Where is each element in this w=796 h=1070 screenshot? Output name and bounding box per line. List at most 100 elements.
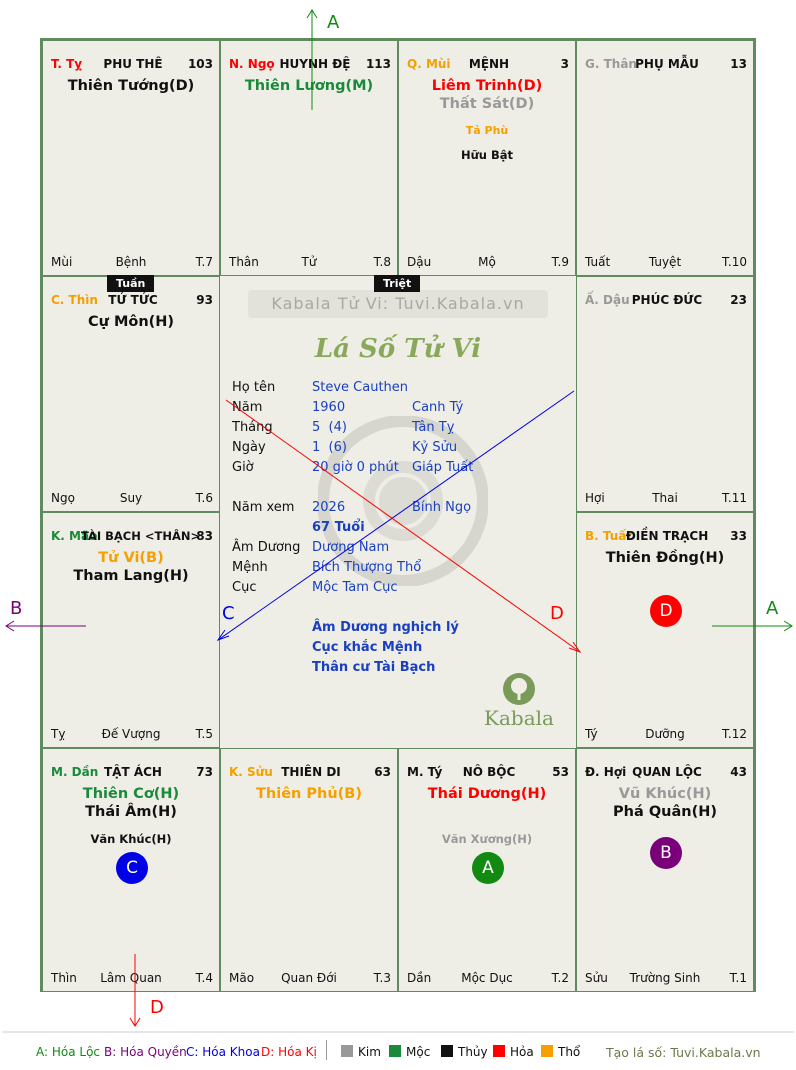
- moc-swatch: [389, 1045, 401, 1057]
- legend-hoa-loc: A: Hóa Lộc: [36, 1045, 101, 1059]
- foot-right: T.3: [373, 971, 391, 985]
- foot-center: Bệnh: [115, 255, 147, 269]
- main-star: Thiên Lương(M): [244, 78, 374, 94]
- foot-center: Mộ: [478, 255, 496, 269]
- foot-center: Mộc Dục: [461, 971, 513, 985]
- branch-label: M. Tý: [407, 765, 443, 779]
- value-ho-ten: Steve Cauthen: [312, 380, 409, 395]
- label-gio: Giờ: [232, 460, 254, 475]
- minor-star: Tả Phù: [465, 124, 509, 137]
- label-ngay: Ngày: [232, 440, 266, 455]
- minor-star: Văn Khúc(H): [90, 832, 172, 846]
- palace-phu-mau[interactable]: G. Thân PHỤ MẪU 13 Tuất Tuyệt T.10: [576, 40, 754, 276]
- site-credit-link[interactable]: Tạo lá số: Tuvi.Kabala.vn: [606, 1045, 761, 1060]
- tho-swatch: [541, 1045, 553, 1057]
- palace-dien-trach[interactable]: B. Tuất ĐIỀN TRẠCH 33 Thiên Đồng(H) D Tý…: [576, 512, 754, 748]
- palace-name: PHU THÊ: [103, 57, 163, 71]
- note-than-cu: Thân cư Tài Bạch: [312, 660, 436, 675]
- foot-left: Tuất: [585, 255, 611, 269]
- legend-thuy: Thủy: [441, 1045, 488, 1059]
- value-nam-xem: 2026: [312, 500, 346, 515]
- branch-label: B. Tuất: [585, 529, 633, 543]
- palace-number: 3: [560, 57, 569, 71]
- legend-divider: [326, 1040, 327, 1060]
- legend-hoa-quyen: B: Hóa Quyền: [104, 1045, 187, 1059]
- palace-name: NÔ BỘC: [462, 765, 516, 779]
- palace-number: 53: [552, 765, 569, 779]
- main-star: Tử Vi(B): [98, 550, 164, 566]
- palace-huynh-de[interactable]: N. Ngọ HUYNH ĐỆ 113 Thiên Lương(M) Thân …: [220, 40, 398, 276]
- main-star: Thiên Đồng(H): [605, 550, 725, 566]
- foot-right: T.10: [722, 255, 747, 269]
- main-star: Thất Sát(D): [439, 96, 535, 112]
- horoscope-chart: T. Tỵ PHU THÊ 103 Thiên Tướng(D) Mùi Bện…: [40, 38, 756, 992]
- hoa-loc-marker: A: [472, 852, 504, 884]
- label-am-duong: Âm Dương: [232, 540, 301, 555]
- palace-name: QUAN LỘC: [632, 765, 702, 779]
- foot-center: Quan Đới: [281, 971, 337, 985]
- value-thang: 5 (4): [312, 420, 347, 435]
- legend-kim: Kim: [341, 1045, 381, 1059]
- hoa-ki-marker: D: [650, 595, 682, 627]
- foot-left: Mùi: [51, 255, 73, 269]
- legend-hoa-khoa: C: Hóa Khoa: [186, 1045, 260, 1059]
- main-star: Vũ Khúc(H): [618, 786, 712, 802]
- palace-name: PHÚC ĐỨC: [631, 293, 703, 307]
- palace-quan-loc[interactable]: Đ. Hợi QUAN LỘC 43 Vũ Khúc(H) Phá Quân(H…: [576, 748, 754, 992]
- palace-tai-bach[interactable]: K. Mão TÀI BẠCH <THÂN> 83 Tử Vi(B) Tham …: [42, 512, 220, 748]
- foot-left: Sửu: [585, 971, 608, 985]
- palace-phu-the[interactable]: T. Tỵ PHU THÊ 103 Thiên Tướng(D) Mùi Bện…: [42, 40, 220, 276]
- foot-right: T.7: [195, 255, 213, 269]
- palace-name: ĐIỀN TRẠCH: [625, 529, 709, 543]
- foot-left: Mão: [229, 971, 255, 985]
- kim-swatch: [341, 1045, 353, 1057]
- legend-tho: Thổ: [541, 1045, 580, 1059]
- main-star: Thái Âm(H): [85, 804, 177, 820]
- value-nam: 1960: [312, 400, 346, 415]
- palace-name: TẬT ÁCH: [104, 765, 162, 779]
- label-menh: Mệnh: [232, 560, 268, 575]
- foot-left: Tý: [585, 727, 598, 741]
- main-star: Cự Môn(H): [87, 314, 175, 330]
- branch-label: K. Mão: [51, 529, 98, 543]
- palace-name: TỬ TỨC: [108, 293, 158, 307]
- palace-name: THIÊN DI: [281, 765, 341, 779]
- arrow-label-a-right: A: [766, 598, 779, 619]
- legend-bar: A: Hóa Lộc B: Hóa Quyền C: Hóa Khoa D: H…: [0, 1032, 796, 1070]
- legend-moc: Mộc: [389, 1045, 430, 1059]
- palace-menh[interactable]: Q. Mùi MỆNH 3 Liêm Trinh(D) Thất Sát(D) …: [398, 40, 576, 276]
- label-nam: Năm: [232, 400, 263, 415]
- main-star: Thiên Cơ(H): [82, 786, 180, 802]
- foot-left: Tỵ: [51, 727, 66, 741]
- palace-tu-tuc[interactable]: C. Thìn TỬ TỨC 93 Cự Môn(H) Ngọ Suy T.6: [42, 276, 220, 512]
- branch-label: Q. Mùi: [407, 57, 451, 71]
- palace-thien-di[interactable]: K. Sửu THIÊN DI 63 Thiên Phủ(B) Mão Quan…: [220, 748, 398, 992]
- foot-center: Tử: [301, 255, 317, 269]
- minor-star: Văn Xương(H): [441, 832, 533, 846]
- value-thang-can: Tân Tỵ: [412, 420, 455, 435]
- main-star: Thiên Phủ(B): [256, 786, 362, 802]
- minor-star: Hữu Bật: [460, 148, 514, 162]
- branch-label: C. Thìn: [51, 293, 98, 307]
- hoa-quyen-marker: B: [650, 837, 682, 869]
- foot-left: Dần: [407, 971, 432, 985]
- foot-right: T.8: [373, 255, 391, 269]
- foot-center: Trường Sinh: [629, 971, 701, 985]
- value-menh: Bích Thượng Thổ: [312, 560, 422, 575]
- palace-name: PHỤ MẪU: [635, 57, 699, 71]
- palace-no-boc[interactable]: M. Tý NÔ BỘC 53 Thái Dương(H) Văn Xương(…: [398, 748, 576, 992]
- arrow-label-d-center: D: [550, 603, 564, 624]
- foot-right: T.6: [195, 491, 213, 505]
- palace-number: 23: [730, 293, 747, 307]
- palace-tat-ach[interactable]: M. Dần TẬT ÁCH 73 Thiên Cơ(H) Thái Âm(H)…: [42, 748, 220, 992]
- value-tuoi: 67 Tuổi: [312, 520, 365, 535]
- palace-phuc-duc[interactable]: Ấ. Dậu PHÚC ĐỨC 23 Hợi Thai T.11: [576, 276, 754, 512]
- palace-name: TÀI BẠCH <THÂN>: [81, 529, 201, 543]
- main-star: Phá Quân(H): [613, 804, 717, 820]
- value-gio-can: Giáp Tuất: [412, 460, 474, 475]
- chart-title: Lá Số Tử Vi: [314, 334, 482, 364]
- branch-label: T. Tỵ: [51, 57, 83, 71]
- palace-number: 83: [196, 529, 213, 543]
- value-nam-xem-can: Bính Ngọ: [412, 500, 472, 515]
